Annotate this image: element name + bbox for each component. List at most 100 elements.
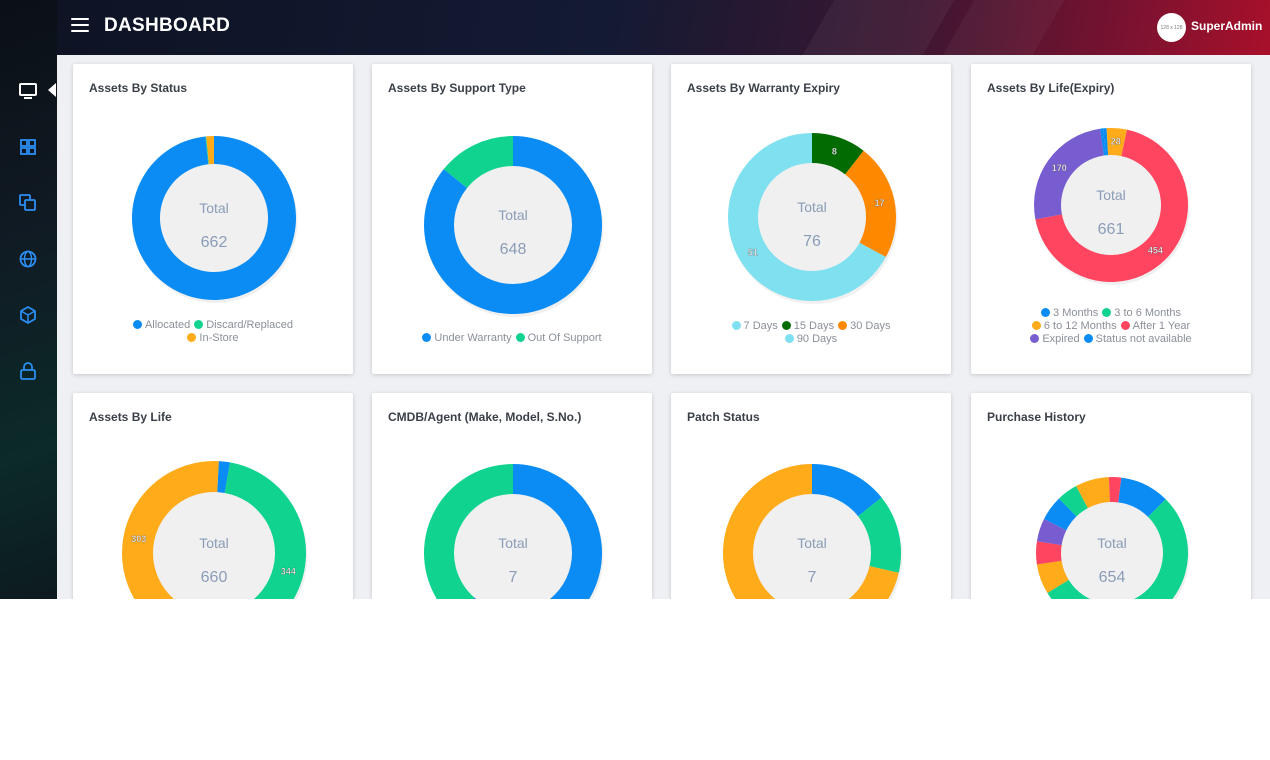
donut-slice[interactable] xyxy=(858,497,901,573)
legend-label: 7 Days xyxy=(743,320,778,332)
donut-slice[interactable] xyxy=(1036,541,1062,565)
legend-label: In-Store xyxy=(199,332,239,344)
legend-marker xyxy=(1031,321,1041,330)
donut-slice[interactable] xyxy=(217,461,231,493)
donut-slice[interactable] xyxy=(1036,560,1069,594)
donut-slice[interactable] xyxy=(1106,128,1127,157)
donut-chart: Total 7 xyxy=(723,464,903,599)
legend-item[interactable]: Expired xyxy=(1030,333,1080,346)
dashboard-app: DASHBOARD 128 x 128 SuperAdmin Assets By… xyxy=(0,0,1270,599)
total-value: 661 xyxy=(1098,221,1125,238)
total-value: 7 xyxy=(808,569,817,586)
legend-item[interactable]: 90 Days xyxy=(784,333,837,346)
total-value: 76 xyxy=(803,233,821,250)
chart-card: Assets By Life(Expiry) 28 454 170 Total 661 3 … xyxy=(971,64,1251,374)
donut-slice[interactable] xyxy=(1102,128,1109,156)
donut-slice[interactable] xyxy=(1035,129,1188,282)
donut-slice[interactable] xyxy=(1100,128,1106,156)
total-label: Total xyxy=(797,199,827,215)
donut-slice[interactable] xyxy=(812,464,882,517)
sidebar xyxy=(0,0,57,599)
legend-label: 15 Days xyxy=(793,320,835,332)
legend-label: Status not available xyxy=(1095,333,1192,345)
avatar[interactable]: 128 x 128 xyxy=(1157,13,1186,42)
legend-label: Out Of Support xyxy=(527,332,602,344)
header-decoration xyxy=(793,0,961,55)
donut-chart: 8 17 51 Total 76 xyxy=(728,133,898,304)
legend-item[interactable]: Status not available xyxy=(1083,333,1192,346)
donut-slice[interactable] xyxy=(122,461,219,599)
donut-slice[interactable] xyxy=(205,136,209,165)
legend-label: Discard/Replaced xyxy=(206,319,294,331)
donut-slice[interactable] xyxy=(838,566,899,599)
legend-item[interactable]: Allocated xyxy=(132,319,191,332)
donut-slice[interactable] xyxy=(1118,477,1166,517)
sidebar-item-monitor[interactable] xyxy=(17,80,39,102)
total-label: Total xyxy=(199,200,229,216)
username[interactable]: SuperAdmin xyxy=(1191,19,1263,33)
donut-slice[interactable] xyxy=(1108,477,1122,503)
legend-item[interactable]: 15 Days xyxy=(781,320,835,333)
donut-chart: Total 648 xyxy=(424,136,604,317)
total-label: Total xyxy=(498,207,528,223)
donut-slice[interactable] xyxy=(131,136,296,300)
sidebar-item-copy[interactable] xyxy=(17,192,39,214)
total-label: Total xyxy=(797,535,827,551)
legend-label: 6 to 12 Months xyxy=(1043,320,1117,332)
donut-slice[interactable] xyxy=(186,462,306,599)
donut-slice[interactable] xyxy=(728,133,886,301)
legend-item[interactable]: 3 Months xyxy=(1041,307,1098,320)
chart-card: Patch Status Total 7 xyxy=(671,393,951,599)
donut-chart: 344 303 Total 660 xyxy=(122,461,308,599)
donut-slice[interactable] xyxy=(1076,477,1110,509)
header-decoration xyxy=(933,0,1071,55)
legend-label: 30 Days xyxy=(850,320,891,332)
legend-item[interactable]: 30 Days xyxy=(838,320,890,333)
donut-chart: Total 654 xyxy=(1036,477,1190,599)
donut-slice[interactable] xyxy=(206,136,214,165)
donut-slice[interactable] xyxy=(424,464,513,599)
donut-slice[interactable] xyxy=(1047,499,1188,599)
legend-item[interactable]: 3 to 6 Months xyxy=(1102,307,1181,320)
donut-slice[interactable] xyxy=(723,464,851,599)
donut-chart: 28 454 170 Total 661 xyxy=(1034,128,1190,285)
sidebar-item-globe[interactable] xyxy=(17,248,39,270)
donut-slice[interactable] xyxy=(1059,486,1088,517)
chart-title: Assets By Support Type xyxy=(388,81,526,95)
sidebar-item-cube[interactable] xyxy=(17,304,39,326)
chart-card: Assets By Support Type Total 648 Under Warr… xyxy=(372,64,652,374)
donut-slice[interactable] xyxy=(443,136,513,188)
donut-slice[interactable] xyxy=(845,150,896,257)
sidebar-item-lock[interactable] xyxy=(17,360,39,382)
chart-title: Purchase History xyxy=(987,410,1086,424)
sidebar-item-grid[interactable] xyxy=(17,136,39,158)
chart-title: CMDB/Agent (Make, Model, S.No.) xyxy=(388,410,582,424)
slice-data-label: 454 xyxy=(1148,245,1163,255)
donut-slice[interactable] xyxy=(424,136,602,314)
hamburger-menu-button[interactable] xyxy=(71,18,89,36)
legend-item[interactable]: After 1 Year xyxy=(1120,320,1190,333)
legend-label: Allocated xyxy=(144,319,191,331)
legend-item[interactable]: Out Of Support xyxy=(515,332,602,345)
donut-slice[interactable] xyxy=(1034,128,1104,220)
legend-item[interactable]: 6 to 12 Months xyxy=(1031,320,1117,333)
donut-chart: Total 7 xyxy=(424,464,604,599)
donut-slice[interactable] xyxy=(1036,519,1067,546)
total-label: Total xyxy=(199,535,229,551)
legend-item[interactable]: Discard/Replaced xyxy=(194,319,293,332)
chart-title: Assets By Life xyxy=(89,410,172,424)
donut-slice[interactable] xyxy=(812,133,864,175)
total-value: 654 xyxy=(1099,569,1126,586)
total-value: 662 xyxy=(201,234,228,251)
legend-item[interactable]: Under Warranty xyxy=(422,332,512,345)
chart-legend: Under Warranty Out Of Support xyxy=(372,332,652,345)
legend-label: Expired xyxy=(1042,333,1080,345)
legend-item[interactable]: 7 Days xyxy=(731,320,778,333)
chart-title: Assets By Status xyxy=(89,81,188,95)
legend-marker xyxy=(1030,334,1040,343)
legend-marker xyxy=(132,320,142,329)
donut-slice[interactable] xyxy=(1044,498,1077,531)
donut-slice[interactable] xyxy=(454,597,487,599)
donut-slice[interactable] xyxy=(474,464,602,599)
legend-item[interactable]: In-Store xyxy=(187,332,239,345)
